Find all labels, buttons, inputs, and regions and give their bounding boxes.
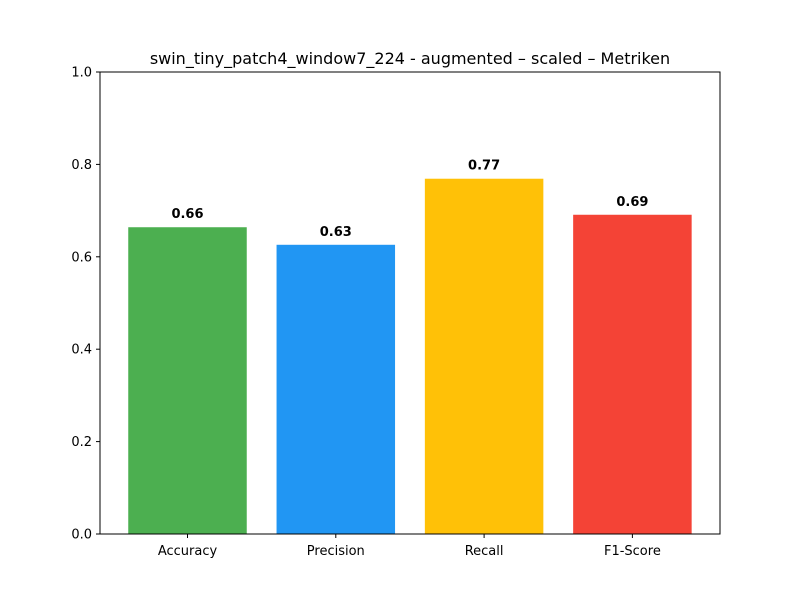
bar-precision [276,244,396,534]
data-label: 0.69 [616,195,648,210]
y-axis: 0.0 0.2 0.4 0.6 0.8 1.0 [71,66,100,543]
y-tick-label: 0.8 [71,158,92,173]
data-label: 0.66 [171,207,203,222]
data-label: 0.63 [320,225,352,240]
y-tick-label: 0.4 [71,343,92,358]
x-tick-label: F1-Score [604,544,661,559]
data-label: 0.77 [468,159,500,174]
y-tick-label: 0.0 [71,528,92,543]
y-tick-label: 0.2 [71,435,92,450]
bar-accuracy [128,227,247,534]
chart-title: swin_tiny_patch4_window7_224 - augmented… [150,49,670,69]
x-axis: Accuracy Precision Recall F1-Score [158,534,661,559]
bar-recall [424,178,544,535]
bars-group: 0.66 0.63 0.77 0.69 [128,159,692,535]
x-tick-label: Precision [307,544,365,559]
y-tick-label: 1.0 [71,66,92,81]
bar-f1-score [573,214,692,534]
y-tick-label: 0.6 [71,250,92,265]
x-tick-label: Recall [465,544,504,559]
x-tick-label: Accuracy [158,544,218,559]
plot-frame [99,71,721,535]
